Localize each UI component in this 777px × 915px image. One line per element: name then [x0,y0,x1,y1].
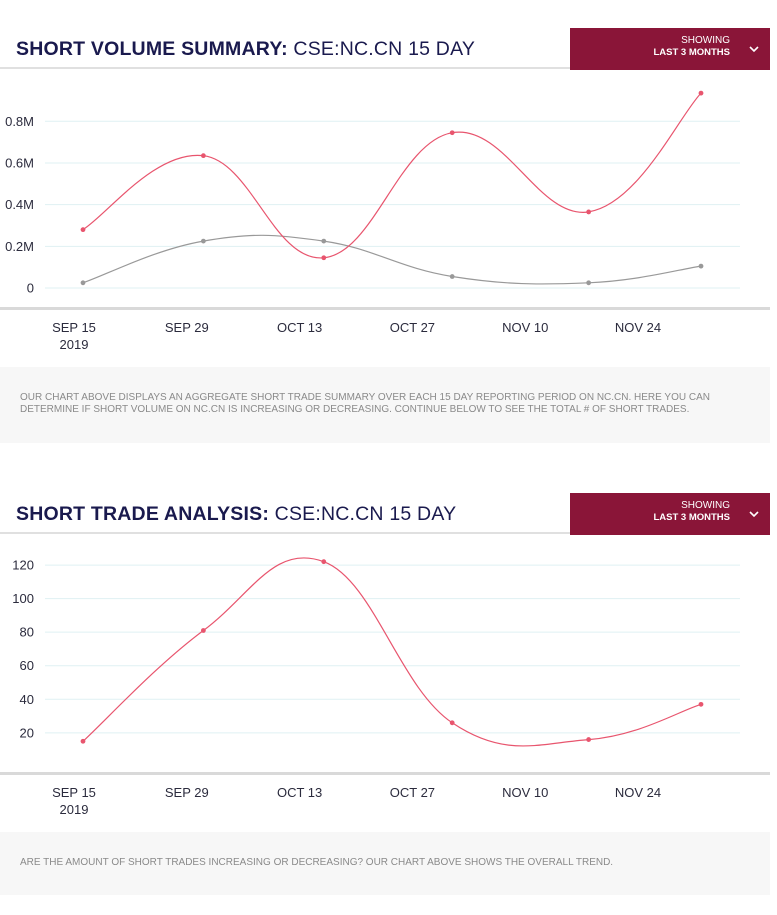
data-point[interactable] [80,227,86,233]
series-line [82,234,702,285]
data-point[interactable] [586,280,592,286]
range-label: SHOWING [681,500,730,511]
data-point[interactable] [449,130,455,136]
y-tick-label: 0 [27,281,34,296]
data-point[interactable] [321,255,327,261]
x-tick-label: OCT 13 [277,785,322,800]
short-trade-chart: 20 40 60 80 100 120 SEP 15 2019 SEP 29 OCT 13 OCT … [12,557,740,817]
chevron-down-icon [749,511,759,518]
short-volume-section: SHORT VOLUME SUMMARY: CSE:NC.CN 15 DAY S… [0,0,770,445]
x-tick-label: OCT 13 [277,320,322,335]
data-point[interactable] [449,720,455,726]
data-point[interactable] [698,90,704,96]
data-point[interactable] [586,209,592,215]
x-tick-label: NOV 24 [615,785,661,800]
series-line [82,557,702,747]
x-tick-label: OCT 27 [390,320,435,335]
data-point[interactable] [321,238,327,244]
section-title: SHORT VOLUME SUMMARY: CSE:NC.CN 15 DAY [16,38,475,61]
x-tick-label: NOV 10 [502,320,548,335]
x-axis-line [0,772,770,775]
data-point[interactable] [80,280,86,286]
y-tick-label: 100 [12,591,34,606]
short-trade-section: SHORT TRADE ANALYSIS: CSE:NC.CN 15 DAY S… [0,465,770,895]
range-value: LAST 3 MONTHS [653,47,730,58]
series-line [82,92,702,259]
range-label: SHOWING [681,35,730,46]
x-tick-label: NOV 10 [502,785,548,800]
y-tick-label: 40 [20,692,34,707]
x-tick-label: SEP 29 [165,320,209,335]
y-tick-label: 60 [20,658,34,673]
chevron-down-icon [749,46,759,53]
title-divider [0,532,570,534]
title-symbol: CSE:NC.CN 15 DAY [274,503,457,525]
y-tick-label: 0.8M [5,114,34,129]
data-point[interactable] [698,701,704,707]
data-point[interactable] [200,628,206,633]
x-tick-sublabel: 2019 [60,802,89,817]
y-tick-label: 80 [20,625,34,640]
description-box: OUR CHART ABOVE DISPLAYS AN AGGREGATE SH… [0,367,770,443]
range-dropdown[interactable]: SHOWING LAST 3 MONTHS [570,493,770,535]
data-point[interactable] [449,274,455,279]
x-tick-label: OCT 27 [390,785,435,800]
description-text: ARE THE AMOUNT OF SHORT TRADES INCREASIN… [20,857,614,868]
y-tick-label: 0.2M [5,239,34,254]
y-tick-label: 0.6M [5,155,34,170]
title-bold: SHORT TRADE ANALYSIS: [16,503,270,525]
description-box: ARE THE AMOUNT OF SHORT TRADES INCREASIN… [0,832,770,895]
x-tick-label: SEP 29 [165,785,209,800]
range-dropdown[interactable]: SHOWING LAST 3 MONTHS [570,28,770,70]
description-text: OUR CHART ABOVE DISPLAYS AN AGGREGATE SH… [20,392,710,415]
x-tick-label: SEP 15 [52,785,96,800]
x-tick-label: NOV 24 [615,320,661,335]
y-tick-label: 0.4M [5,197,34,212]
x-tick-sublabel: 2019 [60,337,89,352]
x-tick-label: SEP 15 [52,320,96,335]
x-axis-line [0,307,770,310]
title-bold: SHORT VOLUME SUMMARY: [16,38,288,60]
short-volume-chart: 0 0.2M 0.4M 0.6M 0.8M SEP 15 2019 SEP 29 OCT 13 O… [5,90,740,352]
y-tick-label: 20 [20,725,34,740]
range-value: LAST 3 MONTHS [653,512,730,523]
data-point[interactable] [200,238,206,244]
data-point[interactable] [321,559,327,565]
data-point[interactable] [698,263,704,269]
section-title: SHORT TRADE ANALYSIS: CSE:NC.CN 15 DAY [16,503,456,526]
data-point[interactable] [586,737,592,742]
y-tick-label: 120 [12,558,34,573]
title-divider [0,67,570,69]
title-symbol: CSE:NC.CN 15 DAY [293,38,476,60]
data-point[interactable] [80,738,86,744]
data-point[interactable] [200,153,206,159]
